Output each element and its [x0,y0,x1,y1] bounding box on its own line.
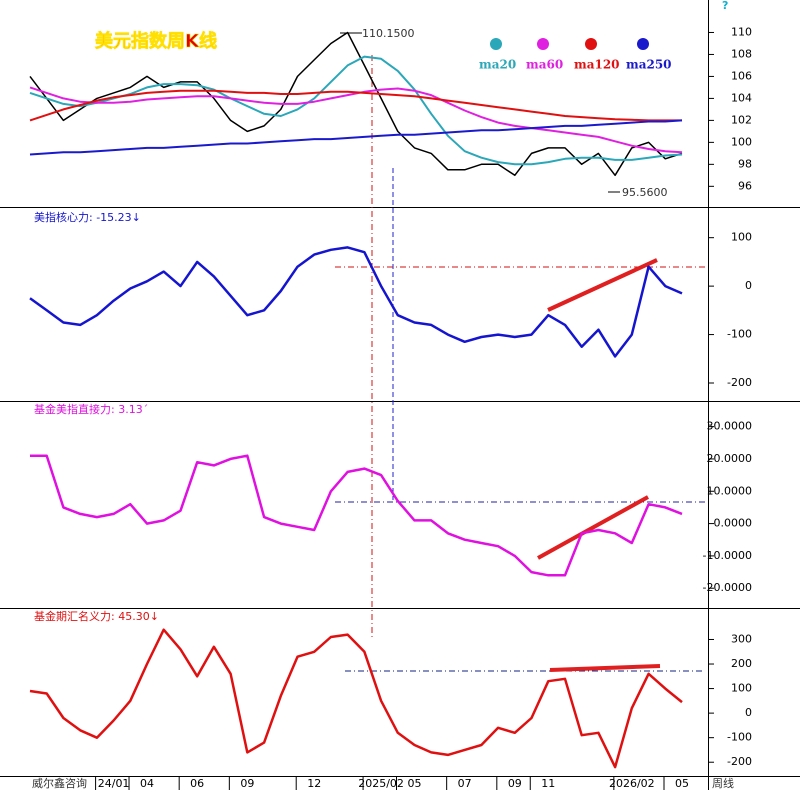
series-line [29,628,683,769]
y-tick-label: 0.0000 [714,517,753,530]
annotation: 95.5600 [622,186,668,199]
x-tick-label: 11 [541,777,555,790]
y-tick-label: 300 [731,632,752,645]
annotation: 110.1500 [362,27,415,40]
x-tick-label: 09 [240,777,254,790]
y-tick-label: -200 [727,755,752,768]
x-tick-label: 24/01 [98,777,130,790]
help-icon[interactable]: ? [722,0,728,12]
y-tick-label: -10.0000 [703,549,752,562]
y-tick-label: 10.0000 [707,484,753,497]
y-tick-label: 104 [731,91,752,104]
x-tick-label: 12 [307,777,321,790]
watermark: 威尔鑫咨询 [32,776,87,790]
y-tick-label: 100 [731,682,752,695]
reference-lines [335,55,705,672]
y-tick-label: 0 [745,279,752,292]
y-tick-label: 30.0000 [707,420,753,433]
x-tick-label: 09 [508,777,522,790]
x-tick-label: 04 [140,777,154,790]
legend-label: ma60 [526,58,563,72]
legend-label: ma120 [574,58,620,72]
y-tick-label: 100 [731,135,752,148]
legend-marker [490,38,502,50]
series-line [29,119,683,156]
y-tick-label: 98 [738,157,752,170]
y-tick-label: -200 [727,376,752,389]
y-tick-label: 108 [731,47,752,60]
series-line [30,454,683,577]
panel-title: 基金美指直接力: 3.13´ [34,402,148,416]
legend-label: ma250 [626,58,672,72]
x-tick-label: 2026/02 [609,777,655,790]
panel-title: 美指核心力: -15.23↓ [34,210,141,224]
x-tick-label: 2025/02 [358,777,404,790]
series-line [29,89,682,122]
y-tick-label: 110 [731,25,752,38]
legend-marker [637,38,649,50]
x-tick-label: 05 [675,777,689,790]
legend-label: ma20 [479,58,516,72]
series-line [29,55,683,166]
x-tick-label: 05 [408,777,422,790]
y-tick-label: 0 [745,706,752,719]
series-line [29,86,683,154]
x-tick-label: 07 [458,777,472,790]
period-label: 周线 [712,776,734,790]
y-tick-label: 106 [731,69,752,82]
series-line [29,246,683,358]
y-tick-label: 200 [731,657,752,670]
y-tick-label: 96 [738,179,752,192]
panel-title: 基金期汇名义力: 45.30↓ [34,609,159,623]
y-tick-label: -20.0000 [703,581,752,594]
y-tick-label: 100 [731,231,752,244]
x-tick-label: 06 [190,777,204,790]
chart-title: 美元指数周K线 [95,30,217,52]
legend-marker [585,38,597,50]
y-tick-label: 102 [731,113,752,126]
y-tick-label: 20.0000 [707,452,753,465]
y-tick-label: -100 [727,328,752,341]
series-line [29,31,683,177]
y-tick-label: -100 [727,731,752,744]
legend-marker [537,38,549,50]
